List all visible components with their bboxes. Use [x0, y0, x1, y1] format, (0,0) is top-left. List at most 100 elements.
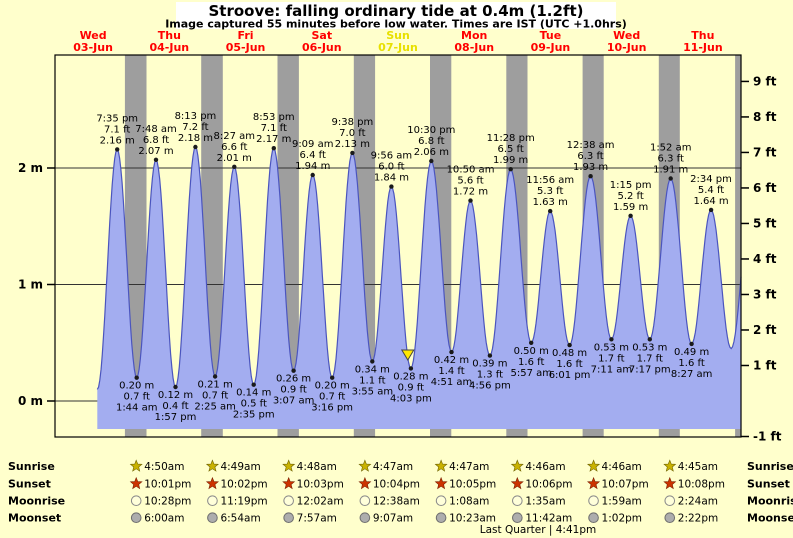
almanac-label-left-sunrise: Sunrise	[8, 460, 55, 473]
tide-high-annotation-line: 1.59 m	[613, 202, 648, 213]
tide-high-annotation-line: 8:53 pm	[253, 112, 295, 123]
moonrise-time: 12:02am	[297, 496, 344, 508]
tide-high-annotation-line: 11:56 am	[526, 175, 574, 186]
tide-high-annotation-line: 6.4 ft	[300, 150, 326, 161]
tide-point-dot	[370, 359, 375, 364]
tide-high-annotation-line: 8:27 am	[214, 131, 256, 142]
sunset-star-icon	[358, 476, 372, 490]
moonrise-time: 10:28pm	[144, 496, 191, 508]
tide-point-dot	[350, 150, 355, 156]
night-band	[735, 55, 741, 437]
tide-high-annotation-line: 1.72 m	[453, 187, 488, 198]
moonrise-circle-icon	[130, 495, 142, 507]
day-label-name: Fri	[238, 29, 254, 42]
tide-point-dot	[668, 176, 673, 181]
day-label-date: 06-Jun	[302, 41, 342, 54]
almanac-label-right-moonrise: Moonrise	[747, 495, 793, 508]
moonset-time: 6:00am	[144, 513, 184, 525]
tide-low-annotation-line: 1:44 am	[116, 403, 158, 414]
sunset-time: 10:03pm	[297, 479, 344, 491]
tide-low-annotation-line: 7:11 am	[591, 364, 633, 375]
tide-low-annotation-line: 1.6 ft	[556, 359, 582, 370]
sunrise-star-icon	[434, 459, 448, 472]
moonset-circle-icon	[435, 512, 447, 524]
tide-low-annotation-line: 0.7 ft	[319, 392, 345, 403]
sunset-time: 10:07pm	[602, 479, 649, 491]
right-axis-label: 6 ft	[753, 181, 777, 195]
sunrise-star-icon	[205, 459, 219, 472]
tide-high-annotation-line: 7.1 ft	[261, 123, 287, 134]
tide-low-annotation-line: 0.34 m	[355, 364, 390, 375]
page-title: Stroove: falling ordinary tide at 0.4m (…	[208, 2, 583, 20]
tide-point-dot	[310, 172, 315, 178]
almanac-label-right-sunrise: Sunrise	[747, 460, 793, 473]
tide-high-annotation-line: 6.0 ft	[378, 162, 404, 173]
tide-point-dot	[330, 375, 335, 380]
moonrise-time: 1:35am	[525, 496, 565, 508]
moonset-circle-icon	[283, 512, 294, 524]
tide-low-annotation-line: 0.49 m	[674, 347, 709, 358]
sunset-time: 10:08pm	[678, 479, 725, 491]
day-label-name: Mon	[461, 29, 487, 42]
right-axis-label: 2 ft	[753, 323, 777, 337]
day-label-name: Sat	[311, 29, 332, 42]
tide-high-annotation-line: 10:50 am	[447, 165, 495, 176]
tide-high-annotation-line: 2:34 pm	[690, 174, 732, 185]
sunset-time: 10:06pm	[525, 479, 572, 491]
almanac-label-left-sunset: Sunset	[8, 478, 51, 491]
tide-point-dot	[468, 198, 473, 203]
moonrise-time: 1:08am	[449, 496, 489, 508]
sunset-star-icon	[587, 476, 601, 490]
tide-high-annotation-line: 6.5 ft	[497, 144, 523, 155]
tide-high-annotation-line: 1:15 pm	[610, 180, 652, 191]
tide-point-dot	[647, 337, 652, 342]
tide-high-annotation-line: 1.84 m	[374, 173, 409, 184]
tide-point-dot	[487, 353, 493, 358]
right-axis-label: -1 ft	[753, 430, 782, 444]
plot-border	[54, 54, 742, 438]
day-label-date: 05-Jun	[226, 41, 266, 54]
tide-high-annotation-line: 6.3 ft	[658, 153, 684, 164]
tide-point-dot	[291, 368, 296, 373]
sunset-star-icon	[129, 476, 143, 490]
moonrise-circle-icon	[435, 495, 447, 507]
day-label-date: 09-Jun	[531, 41, 571, 54]
moonrise-time: 11:19pm	[220, 496, 267, 508]
sunrise-time: 4:50am	[144, 461, 184, 473]
left-axis-label: 1 m	[18, 278, 43, 292]
almanac-label-right-moonset: Moonset	[747, 512, 793, 525]
tide-low-annotation-line: 0.21 m	[198, 380, 233, 391]
tide-low-annotation-line: 4:56 pm	[469, 381, 511, 392]
tide-high-annotation-line: 5.3 ft	[537, 186, 563, 197]
tide-high-annotation-line: 1.99 m	[493, 155, 528, 166]
moonrise-time: 12:38am	[373, 496, 420, 508]
tide-point-dot	[408, 366, 414, 371]
tide-point-dot	[193, 144, 198, 150]
tide-high-annotation-line: 1.93 m	[573, 162, 608, 173]
tide-point-dot	[508, 167, 513, 172]
day-label-name: Thu	[691, 29, 714, 42]
tide-point-dot	[153, 157, 159, 162]
day-label-name: Wed	[613, 29, 640, 42]
tide-point-dot	[173, 384, 178, 390]
tide-high-annotation-line: 11:28 pm	[487, 133, 535, 144]
sunrise-time: 4:46am	[602, 461, 642, 473]
sunset-star-icon	[282, 476, 296, 490]
tide-low-annotation-line: 1.6 ft	[678, 358, 704, 369]
tide-low-annotation-line: 0.50 m	[514, 346, 549, 357]
tide-high-annotation-line: 2.01 m	[217, 153, 252, 164]
moonset-circle-icon	[588, 512, 599, 524]
right-axis-label: 3 ft	[753, 287, 777, 301]
tide-high-annotation-line: 5.6 ft	[457, 176, 483, 187]
moonset-time: 2:22pm	[678, 513, 718, 525]
tide-high-annotation-line: 5.2 ft	[617, 191, 643, 202]
tide-point-dot	[628, 213, 633, 218]
tide-low-annotation-line: 6:01 pm	[549, 370, 591, 381]
day-label-name: Sun	[386, 29, 410, 42]
tide-low-annotation-line: 2:35 pm	[233, 410, 275, 421]
tide-high-annotation-line: 12:38 am	[567, 140, 615, 151]
moonset-time: 9:07am	[373, 513, 413, 525]
tide-high-annotation-line: 2.13 m	[335, 139, 370, 150]
